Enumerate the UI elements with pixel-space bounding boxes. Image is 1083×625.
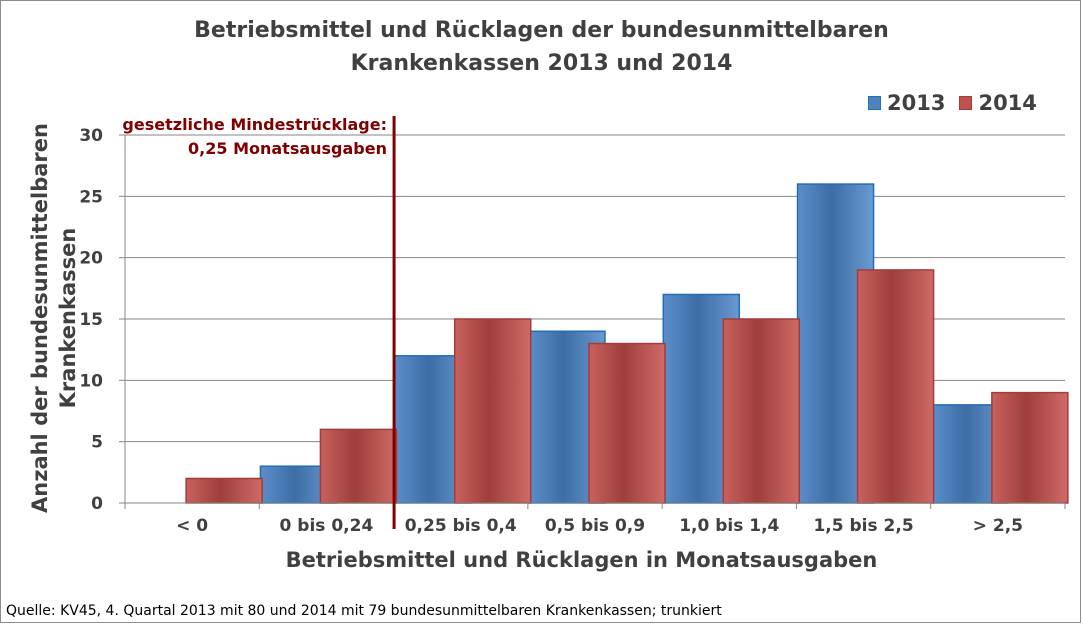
min-reserve-annotation: gesetzliche Mindestrücklage: 0,25 Monats…	[122, 113, 387, 161]
chart-title-line-2: Krankenkassen 2013 und 2014	[350, 51, 733, 76]
chart-title: Betriebsmittel und Rücklagen der bundesu…	[0, 14, 1083, 80]
x-tick-label-0: < 0	[176, 516, 208, 536]
legend: 2013 2014	[868, 90, 1051, 116]
y-tick-label-15: 15	[79, 310, 103, 330]
axes	[119, 116, 1066, 529]
legend-swatch-2013	[868, 96, 881, 110]
bar-2014-1	[319, 428, 398, 504]
x-tick-label-5: 1,5 bis 2,5	[813, 516, 913, 536]
y-tick-label-30: 30	[79, 126, 103, 146]
tick-labels: 0 5 10 15 20 25 30 < 0 0 bis 0,24 0,25 bis 0,4 0,5…	[79, 126, 1023, 536]
x-tick-label-6: > 2,5	[973, 516, 1023, 536]
y-tick-label-20: 20	[79, 249, 103, 269]
annotation-line-2: 0,25 Monatsausgaben	[188, 139, 387, 158]
bar-2014-0	[185, 477, 263, 504]
legend-item-2013: 2013	[868, 91, 945, 115]
source-note: Quelle: KV45, 4. Quartal 2013 mit 80 und…	[6, 603, 722, 619]
bar-2014-5	[856, 269, 935, 504]
legend-swatch-2014	[959, 96, 973, 110]
chart-title-line-1: Betriebsmittel und Rücklagen der bundesu…	[194, 18, 889, 43]
bar-2014-3	[588, 342, 666, 504]
x-axis-title: Betriebsmittel und Rücklagen in Monatsau…	[285, 548, 878, 572]
annotation-line-1: gesetzliche Mindestrücklage:	[122, 115, 387, 134]
x-tick-label-2: 0,25 bis 0,4	[405, 516, 517, 536]
bar-2014-2	[453, 318, 532, 504]
y-tick-label-10: 10	[79, 371, 103, 391]
bars	[185, 183, 1069, 504]
y-tick-label-5: 5	[91, 433, 103, 453]
x-tick-label-3: 0,5 bis 0,9	[545, 516, 645, 536]
y-tick-label-0: 0	[91, 494, 103, 514]
x-tick-label-4: 1,0 bis 1,4	[679, 516, 779, 536]
bar-2014-4	[722, 318, 801, 504]
legend-label-2013: 2013	[887, 91, 946, 115]
bar-2014-6	[991, 391, 1069, 504]
x-tick-label-1: 0 bis 0,24	[280, 516, 374, 536]
y-tick-label-25: 25	[79, 187, 103, 207]
legend-label-2014: 2014	[978, 91, 1037, 115]
legend-item-2014: 2014	[959, 91, 1037, 115]
